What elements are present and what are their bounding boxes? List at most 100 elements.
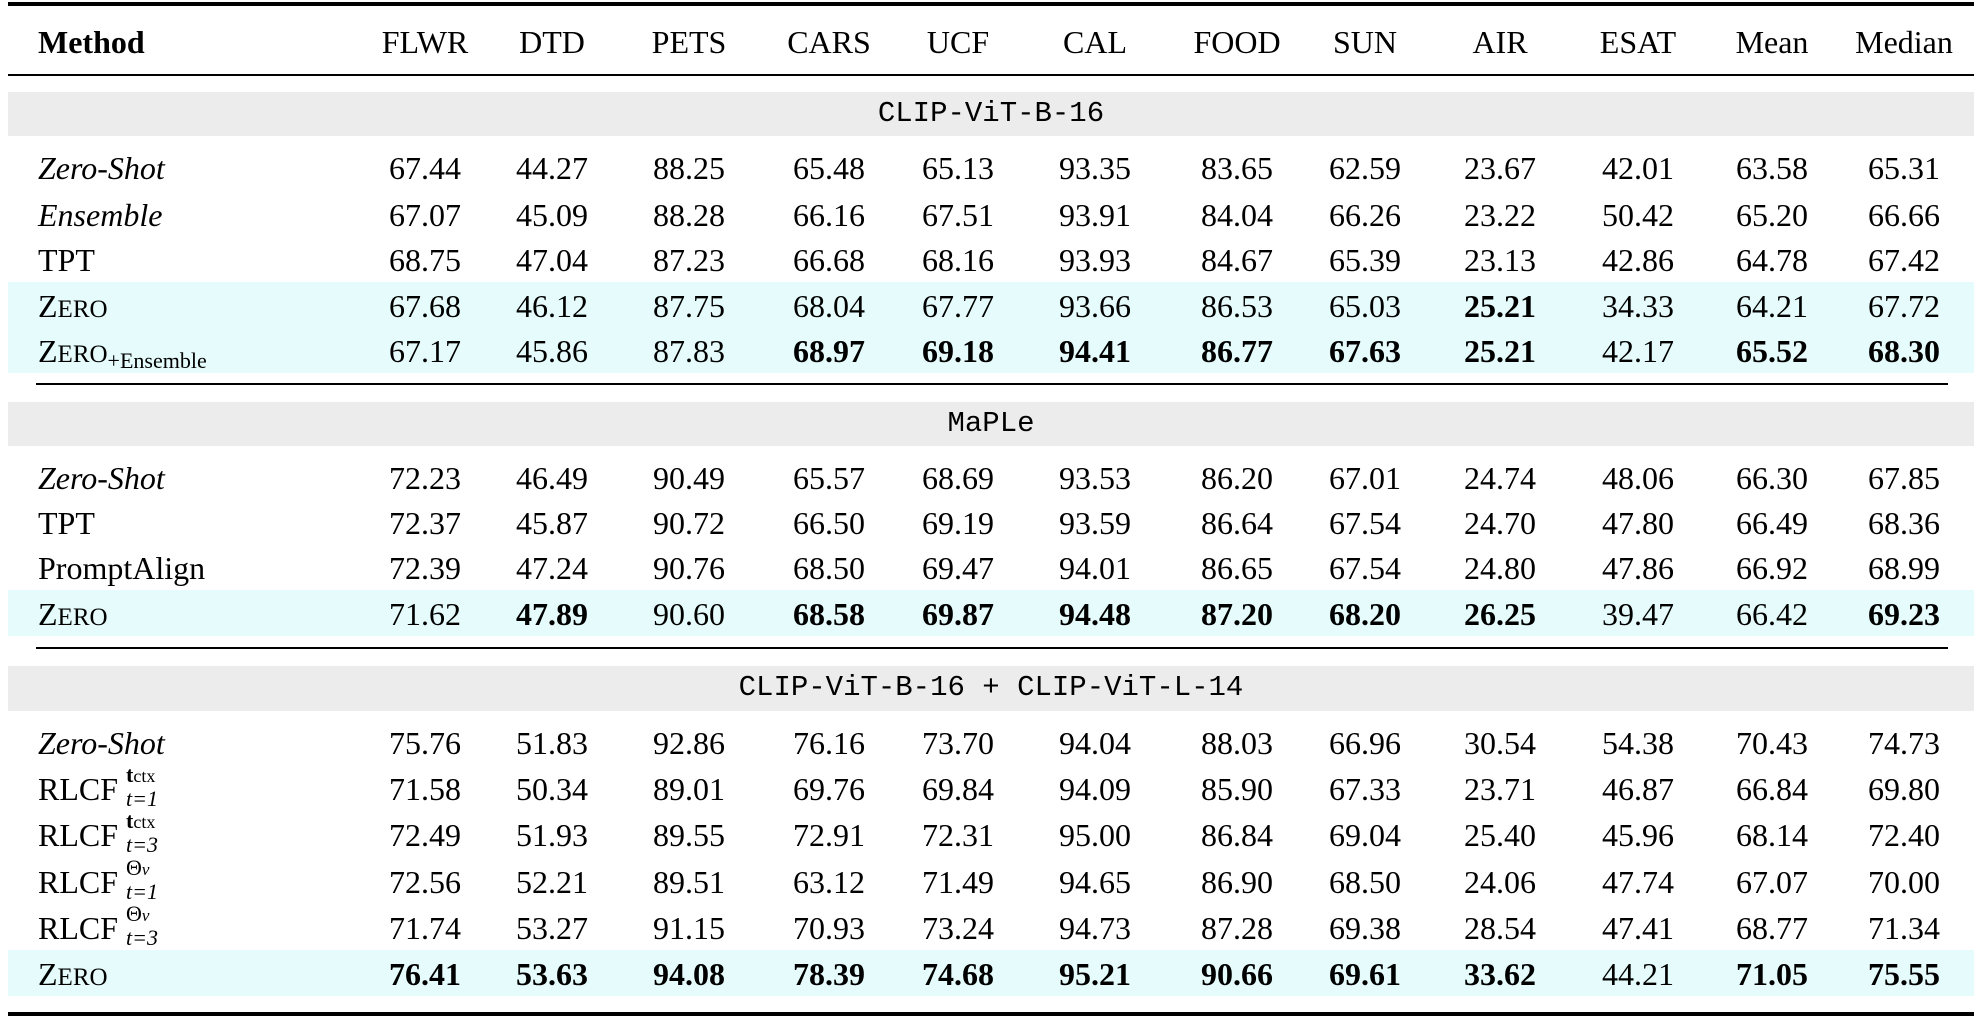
column-header-median: Median xyxy=(1855,24,1953,60)
method-label: RLCF tctx t=3 xyxy=(38,809,196,857)
column-header-ucf: UCF xyxy=(926,24,990,60)
method-label: RLCF tctx t=1 xyxy=(38,763,196,811)
column-header-food: FOOD xyxy=(1193,24,1281,60)
value-cell: 46.87 xyxy=(1602,771,1674,807)
column-header-cars: CARS xyxy=(787,24,871,60)
value-cell: 87.20 xyxy=(1201,596,1273,632)
value-cell: 67.77 xyxy=(922,288,994,324)
method-label: TPT xyxy=(38,505,95,541)
value-cell: 68.75 xyxy=(389,242,461,278)
value-cell: 23.22 xyxy=(1464,197,1536,233)
value-cell: 23.71 xyxy=(1464,771,1536,807)
value-cell: 68.69 xyxy=(922,460,994,496)
value-cell: 70.93 xyxy=(793,910,865,946)
value-cell: 66.42 xyxy=(1736,596,1808,632)
column-header-pets: PETS xyxy=(651,24,727,60)
value-cell: 30.54 xyxy=(1464,725,1536,761)
method-label: RLCF Θv t=3 xyxy=(38,902,196,950)
value-cell: 84.04 xyxy=(1201,197,1273,233)
value-cell: 45.09 xyxy=(516,197,588,233)
value-cell: 69.61 xyxy=(1329,956,1401,992)
value-cell: 75.55 xyxy=(1868,956,1940,992)
value-cell: 73.70 xyxy=(922,725,994,761)
value-cell: 68.50 xyxy=(793,550,865,586)
value-cell: 47.89 xyxy=(516,596,588,632)
method-base: RLCF xyxy=(38,864,119,900)
method-label: Zero-Shot xyxy=(38,460,165,496)
value-cell: 68.99 xyxy=(1868,550,1940,586)
value-cell: 74.68 xyxy=(922,956,994,992)
header-rule xyxy=(8,74,1974,76)
value-cell: 63.58 xyxy=(1736,150,1808,186)
value-cell: 25.40 xyxy=(1464,817,1536,853)
value-cell: 26.25 xyxy=(1464,596,1536,632)
method-label: Zero-Shot xyxy=(38,150,165,186)
value-cell: 50.34 xyxy=(516,771,588,807)
value-cell: 47.41 xyxy=(1602,910,1674,946)
highlight-band xyxy=(8,590,1974,636)
method-initial: Z xyxy=(38,288,58,324)
value-cell: 66.26 xyxy=(1329,197,1401,233)
value-cell: 47.74 xyxy=(1602,864,1674,900)
method-label: PromptAlign xyxy=(38,550,206,586)
value-cell: 69.19 xyxy=(922,505,994,541)
value-cell: 46.49 xyxy=(516,460,588,496)
value-cell: 86.90 xyxy=(1201,864,1273,900)
value-cell: 66.96 xyxy=(1329,725,1401,761)
value-cell: 51.83 xyxy=(516,725,588,761)
value-cell: 69.23 xyxy=(1868,596,1940,632)
value-cell: 86.84 xyxy=(1201,817,1273,853)
value-cell: 47.80 xyxy=(1602,505,1674,541)
value-cell: 93.93 xyxy=(1059,242,1131,278)
value-cell: 76.41 xyxy=(389,956,461,992)
value-cell: 78.39 xyxy=(793,956,865,992)
value-cell: 73.24 xyxy=(922,910,994,946)
value-cell: 94.65 xyxy=(1059,864,1131,900)
value-cell: 24.06 xyxy=(1464,864,1536,900)
value-cell: 72.39 xyxy=(389,550,461,586)
method-suffix: +Ensemble xyxy=(107,348,207,373)
value-cell: 94.08 xyxy=(653,956,725,992)
value-cell: 72.49 xyxy=(389,817,461,853)
value-cell: 65.48 xyxy=(793,150,865,186)
value-cell: 93.35 xyxy=(1059,150,1131,186)
value-cell: 42.86 xyxy=(1602,242,1674,278)
value-cell: 53.63 xyxy=(516,956,588,992)
value-cell: 23.13 xyxy=(1464,242,1536,278)
value-cell: 63.12 xyxy=(793,864,865,900)
value-cell: 76.16 xyxy=(793,725,865,761)
method-subscript: t=1 xyxy=(126,879,158,904)
value-cell: 88.25 xyxy=(653,150,725,186)
value-cell: 92.86 xyxy=(653,725,725,761)
value-cell: 28.54 xyxy=(1464,910,1536,946)
value-cell: 65.57 xyxy=(793,460,865,496)
value-cell: 70.00 xyxy=(1868,864,1940,900)
value-cell: 48.06 xyxy=(1602,460,1674,496)
method-label: RLCF Θv t=1 xyxy=(38,856,196,904)
section-title: CLIP-ViT-B-16 + CLIP-ViT-L-14 xyxy=(738,671,1244,704)
value-cell: 66.92 xyxy=(1736,550,1808,586)
value-cell: 72.56 xyxy=(389,864,461,900)
value-cell: 71.62 xyxy=(389,596,461,632)
value-cell: 68.77 xyxy=(1736,910,1808,946)
column-header-method: Method xyxy=(38,24,145,60)
value-cell: 44.21 xyxy=(1602,956,1674,992)
column-header-mean: Mean xyxy=(1735,24,1809,60)
value-cell: 66.16 xyxy=(793,197,865,233)
value-cell: 95.00 xyxy=(1059,817,1131,853)
value-cell: 66.84 xyxy=(1736,771,1808,807)
value-cell: 46.12 xyxy=(516,288,588,324)
value-cell: 67.85 xyxy=(1868,460,1940,496)
method-label: ZERO xyxy=(38,594,108,638)
section-title: MaPLe xyxy=(947,407,1035,440)
column-header-dtd: DTD xyxy=(519,24,585,60)
value-cell: 71.05 xyxy=(1736,956,1808,992)
value-cell: 86.53 xyxy=(1201,288,1273,324)
value-cell: 71.58 xyxy=(389,771,461,807)
value-cell: 34.33 xyxy=(1602,288,1674,324)
value-cell: 87.83 xyxy=(653,333,725,369)
value-cell: 24.70 xyxy=(1464,505,1536,541)
value-cell: 50.42 xyxy=(1602,197,1674,233)
highlight-band xyxy=(8,327,1974,373)
value-cell: 69.80 xyxy=(1868,771,1940,807)
